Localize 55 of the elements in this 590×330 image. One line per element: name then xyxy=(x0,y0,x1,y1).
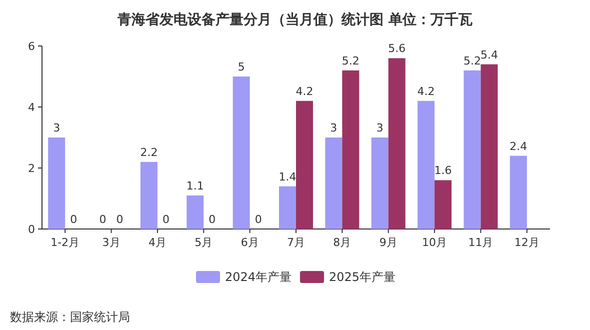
x-tick-label: 12月 xyxy=(514,236,540,249)
data-label: 1.6 xyxy=(434,164,452,178)
bar xyxy=(279,186,296,229)
data-label: 5.4 xyxy=(480,48,498,62)
x-tick-label: 11月 xyxy=(468,236,494,249)
bar xyxy=(140,162,158,229)
bar xyxy=(296,100,313,229)
y-tick-label: 0 xyxy=(28,223,35,236)
data-label: 5.6 xyxy=(388,42,406,56)
x-tick-label: 6月 xyxy=(240,236,259,249)
data-label: 0 xyxy=(116,213,124,226)
data-label: 0 xyxy=(254,213,262,226)
source-note: 数据来源：国家统计局 xyxy=(10,310,130,324)
y-tick-label: 2 xyxy=(28,162,35,175)
y-tick-label: 6 xyxy=(28,40,35,53)
x-tick-label: 4月 xyxy=(148,236,166,249)
bar xyxy=(388,58,406,229)
bar xyxy=(480,64,498,229)
x-tick-label: 3月 xyxy=(102,236,120,249)
bar xyxy=(510,156,527,229)
x-tick-label: 8月 xyxy=(333,236,352,249)
data-label: 3 xyxy=(330,122,338,134)
data-label: 5 xyxy=(238,60,245,74)
data-label: 2.4 xyxy=(510,140,528,153)
chart-title: 青海省发电设备产量分月（当月值）统计图 单位：万千瓦 xyxy=(116,11,472,28)
data-label: 4.2 xyxy=(417,84,435,98)
data-label: 0 xyxy=(162,213,170,226)
data-label: 2.2 xyxy=(140,146,158,159)
x-tick-label: 7月 xyxy=(287,236,305,249)
data-label: 0 xyxy=(70,213,78,226)
data-label: 5.2 xyxy=(463,54,481,68)
bar xyxy=(325,138,342,229)
data-label: 0 xyxy=(208,213,216,226)
data-label: 1.4 xyxy=(278,170,296,184)
x-tick-label: 10月 xyxy=(422,236,448,249)
legend-label: 2024年产量 xyxy=(225,270,292,284)
data-label: 1.1 xyxy=(186,179,204,192)
bar xyxy=(371,138,388,229)
data-label: 3 xyxy=(53,122,60,134)
legend-label: 2025年产量 xyxy=(329,270,396,284)
bar xyxy=(232,76,250,229)
data-label: 5.2 xyxy=(342,54,360,68)
bar xyxy=(186,195,204,229)
x-tick-label: 9月 xyxy=(379,236,398,249)
data-label: 0 xyxy=(99,213,106,226)
y-tick-label: 4 xyxy=(28,101,35,114)
x-tick-label: 1-2月 xyxy=(50,236,80,249)
bar xyxy=(48,138,66,229)
bar xyxy=(418,100,435,229)
bar xyxy=(434,180,452,229)
data-label: 3 xyxy=(376,122,384,134)
bar xyxy=(342,70,360,229)
x-tick-label: 5月 xyxy=(194,236,213,249)
data-label: 4.2 xyxy=(296,84,314,98)
bar xyxy=(464,70,481,229)
